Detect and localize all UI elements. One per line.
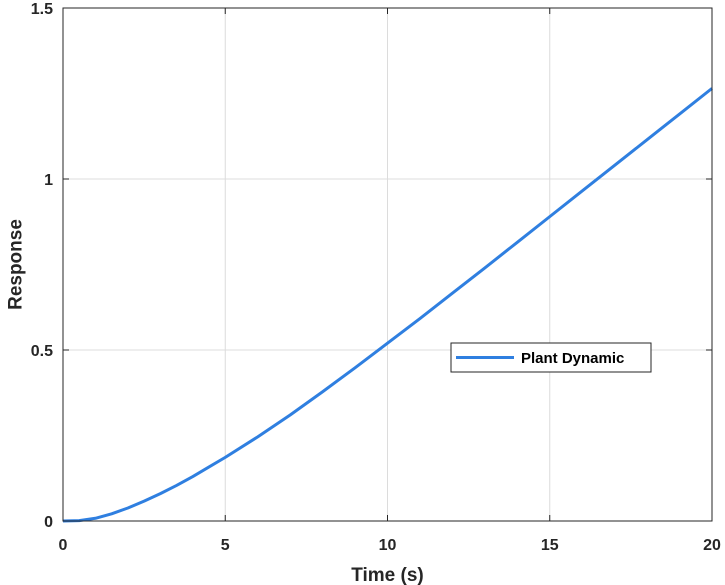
ticks: 0 5 10 15 20 0 0.5 1 1.5 <box>31 1 721 554</box>
x-tick-label: 5 <box>221 537 230 554</box>
series-line-plant-dynamic <box>62 87 713 523</box>
y-tick-label: 1 <box>44 172 53 189</box>
y-tick-label: 0 <box>44 514 53 531</box>
y-tick-label: 1.5 <box>31 1 53 18</box>
x-axis-title: Time (s) <box>351 565 424 585</box>
x-tick-label: 20 <box>703 537 721 554</box>
grid <box>63 8 712 521</box>
x-tick-label: 0 <box>59 537 68 554</box>
legend[interactable]: Plant Dynamic <box>450 342 652 373</box>
x-tick-label: 10 <box>379 537 397 554</box>
x-tick-label: 15 <box>541 537 559 554</box>
y-axis-title: Response <box>6 219 27 310</box>
y-tick-label: 0.5 <box>31 343 53 360</box>
series-layer <box>62 87 713 523</box>
legend-label-plant-dynamic: Plant Dynamic <box>521 350 624 367</box>
